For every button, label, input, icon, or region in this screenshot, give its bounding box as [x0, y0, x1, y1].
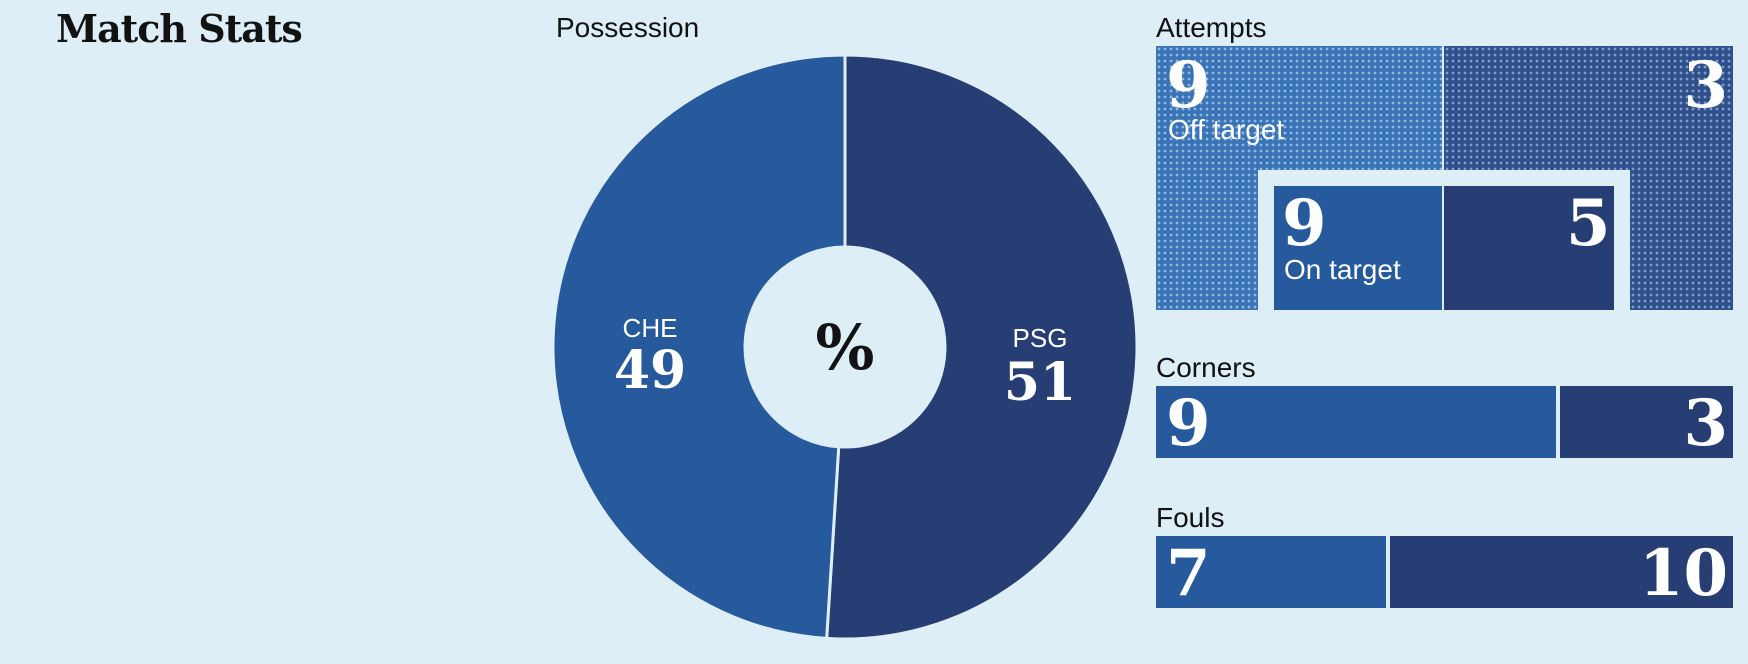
possession-center-label: %	[816, 311, 875, 384]
possession-che-team-label: CHE	[623, 313, 678, 343]
fouls-che-value: 7	[1166, 536, 1211, 611]
attempts-off-target-che-value: 9	[1166, 48, 1211, 123]
corners-che-bar	[1156, 386, 1556, 458]
off-target-label: Off target	[1168, 114, 1285, 145]
attempts-on-target-psg-value: 5	[1566, 186, 1611, 261]
on-target-label: On target	[1284, 254, 1401, 285]
fouls-psg-value: 10	[1638, 536, 1728, 611]
corners-che-value: 9	[1166, 386, 1211, 461]
fouls-label: Fouls	[1156, 502, 1225, 533]
attempts-on-target-psg-bar	[1444, 186, 1614, 310]
fouls-psg-bar	[1390, 536, 1733, 608]
attempts-on-target-che-bar	[1274, 186, 1442, 310]
possession-che-value: 49	[614, 340, 686, 401]
corners-label: Corners	[1156, 352, 1256, 383]
possession-label: Possession	[556, 12, 700, 43]
attempts-on-target-che-value: 9	[1282, 186, 1327, 261]
donut-center	[745, 247, 945, 447]
corners-psg-value: 3	[1683, 386, 1728, 461]
fouls-che-bar	[1156, 536, 1386, 608]
attempts-off-target-psg-value: 3	[1683, 48, 1728, 123]
attempts-label: Attempts	[1156, 12, 1267, 43]
possession-psg-team-label: PSG	[1013, 323, 1068, 353]
possession-psg-value: 51	[1004, 352, 1076, 413]
page-title: Match Stats	[56, 6, 303, 51]
corners-psg-bar	[1560, 386, 1733, 458]
